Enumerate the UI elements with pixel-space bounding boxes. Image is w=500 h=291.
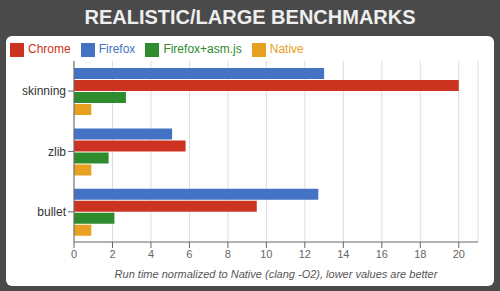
svg-text:skinning: skinning [22,84,66,98]
svg-text:16: 16 [376,248,388,260]
html-text:Firefox+asm.js: Firefox+asm.js [163,42,242,56]
svg-text:10: 10 [260,248,272,260]
svg-text:6: 6 [186,248,192,260]
svg-text:zlib: zlib [48,145,66,159]
svg-text:4: 4 [148,248,154,260]
svg-text:12: 12 [299,248,311,260]
html-text:Firefox: Firefox [98,42,136,56]
svg-text:14: 14 [337,248,349,260]
svg-text:0: 0 [71,248,77,260]
html-text:Chrome: Chrome [28,42,71,56]
html-text:REALISTIC/LARGE BENCHMARKS: REALISTIC/LARGE BENCHMARKS [84,6,416,28]
svg-text:8: 8 [225,248,231,260]
svg-text:20: 20 [453,248,465,260]
svg-text:2: 2 [109,248,115,260]
svg-text:Run time normalized to Native: Run time normalized to Native (clang -O2… [115,268,439,280]
svg-text:18: 18 [414,248,426,260]
svg-text:bullet: bullet [37,205,66,219]
html-text:Native: Native [269,42,304,56]
